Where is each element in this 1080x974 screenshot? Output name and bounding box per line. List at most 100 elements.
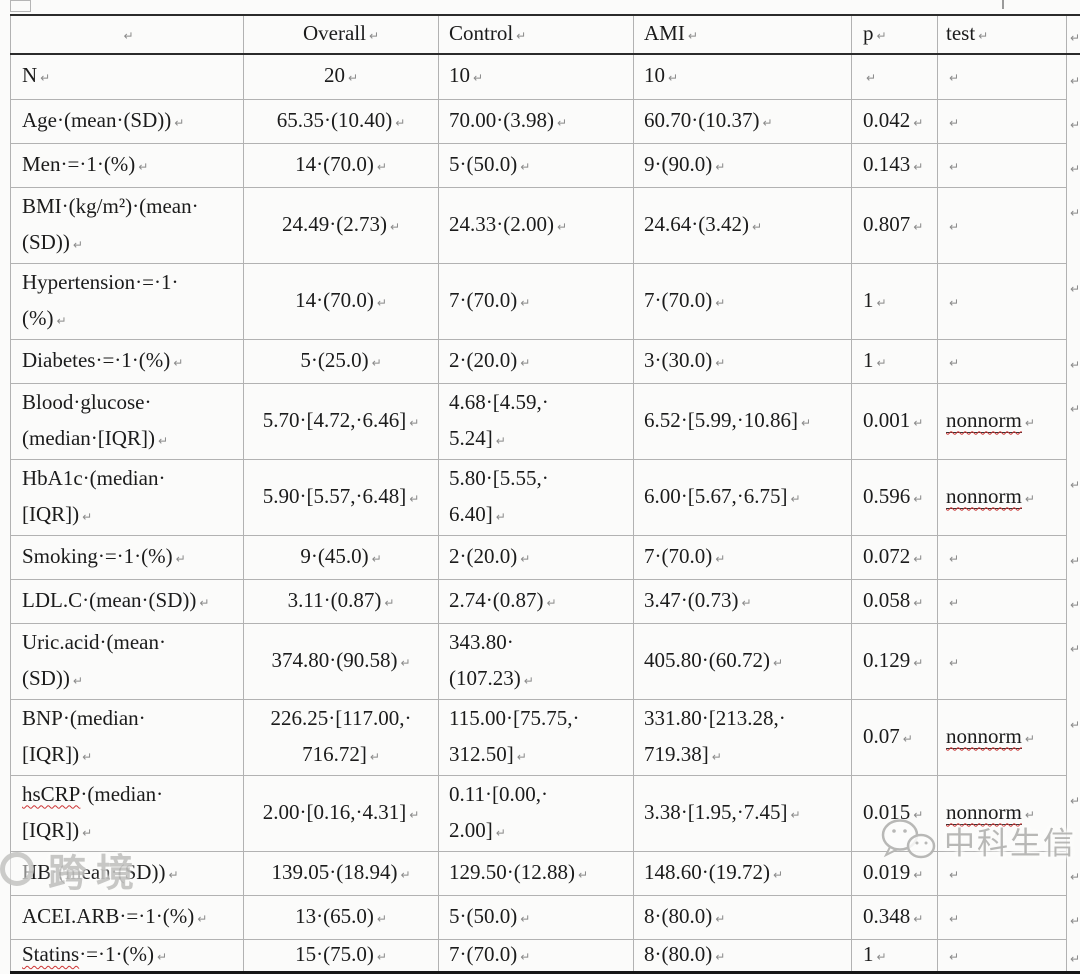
baseline-characteristics-table: ↵ Overall↵ Control↵ AMI↵ p↵ test↵ ↵ N↵ 2…	[10, 14, 1080, 974]
cell-p: 0.042↵	[852, 99, 938, 143]
cell-label: Smoking·=·1·(%)↵	[11, 535, 244, 579]
cell-test: ↵	[938, 579, 1067, 623]
header-test: test↵	[938, 15, 1067, 54]
cell-ami: 331.80·[213.28,· 719.38]↵	[634, 699, 852, 775]
cell-control: 4.68·[4.59,· 5.24]↵	[439, 383, 634, 459]
table-row-smoking: Smoking·=·1·(%)↵ 9·(45.0)↵ 2·(20.0)↵ 7·(…	[11, 535, 1080, 579]
column-marker	[1002, 0, 1004, 9]
cell-ami: 6.00·[5.67,·6.75]↵	[634, 459, 852, 535]
row-end-gutter: ↵	[1067, 263, 1080, 339]
cell-p: 0.807↵	[852, 187, 938, 263]
cell-overall: 14·(70.0)↵	[244, 143, 439, 187]
cell-overall: 24.49·(2.73)↵	[244, 187, 439, 263]
cell-p: 1↵	[852, 263, 938, 339]
cell-test: ↵	[938, 54, 1067, 99]
cell-label: N↵	[11, 54, 244, 99]
table-row-blood-glucose: Blood·glucose· (median·[IQR])↵ 5.70·[4.7…	[11, 383, 1080, 459]
cell-test: nonnorm↵	[938, 775, 1067, 851]
table-row-ldl: LDL.C·(mean·(SD))↵ 3.11·(0.87)↵ 2.74·(0.…	[11, 579, 1080, 623]
cell-p: 0.058↵	[852, 579, 938, 623]
table-row-hba1c: HbA1c·(median· [IQR])↵ 5.90·[5.57,·6.48]…	[11, 459, 1080, 535]
cell-control: 7·(70.0)↵	[439, 263, 634, 339]
cell-test: ↵	[938, 263, 1067, 339]
table-row-hypertension: Hypertension·=·1· (%)↵ 14·(70.0)↵ 7·(70.…	[11, 263, 1080, 339]
row-end-gutter: ↵	[1067, 54, 1080, 99]
cell-test: ↵	[938, 895, 1067, 939]
cell-test: nonnorm↵	[938, 383, 1067, 459]
cell-overall: 2.00·[0.16,·4.31]↵	[244, 775, 439, 851]
cell-p: 0.348↵	[852, 895, 938, 939]
cell-overall: 20↵	[244, 54, 439, 99]
cell-p: 0.001↵	[852, 383, 938, 459]
cell-label: BNP·(median· [IQR])↵	[11, 699, 244, 775]
cell-p: 0.596↵	[852, 459, 938, 535]
cell-ami: 3.38·[1.95,·7.45]↵	[634, 775, 852, 851]
cell-control: 2·(20.0)↵	[439, 535, 634, 579]
cell-p: 0.129↵	[852, 623, 938, 699]
table-row-bnp: BNP·(median· [IQR])↵ 226.25·[117.00,· 71…	[11, 699, 1080, 775]
cell-control: 2.74·(0.87)↵	[439, 579, 634, 623]
header-p: p↵	[852, 15, 938, 54]
table-move-handle	[10, 0, 31, 12]
row-end-gutter: ↵	[1067, 15, 1080, 54]
cell-ami: 7·(70.0)↵	[634, 535, 852, 579]
cell-ami: 8·(80.0)↵	[634, 939, 852, 973]
cell-p: 0.07↵	[852, 699, 938, 775]
cell-overall: 9·(45.0)↵	[244, 535, 439, 579]
cell-control: 24.33·(2.00)↵	[439, 187, 634, 263]
table-row-acei-arb: ACEI.ARB·=·1·(%)↵ 13·(65.0)↵ 5·(50.0)↵ 8…	[11, 895, 1080, 939]
cell-overall: 13·(65.0)↵	[244, 895, 439, 939]
row-end-gutter: ↵	[1067, 895, 1080, 939]
cell-test: ↵	[938, 623, 1067, 699]
header-row: ↵ Overall↵ Control↵ AMI↵ p↵ test↵ ↵	[11, 15, 1080, 54]
header-empty: ↵	[11, 15, 244, 54]
cell-label: hsCRP·(median· [IQR])↵	[11, 775, 244, 851]
cell-control: 115.00·[75.75,· 312.50]↵	[439, 699, 634, 775]
cell-control: 10↵	[439, 54, 634, 99]
table-row-age: Age·(mean·(SD))↵ 65.35·(10.40)↵ 70.00·(3…	[11, 99, 1080, 143]
cell-control: 7·(70.0)↵	[439, 939, 634, 973]
row-end-gutter: ↵	[1067, 99, 1080, 143]
cell-test: nonnorm↵	[938, 459, 1067, 535]
cell-overall: 374.80·(90.58)↵	[244, 623, 439, 699]
cell-test: ↵	[938, 339, 1067, 383]
cell-p: ↵	[852, 54, 938, 99]
row-end-gutter: ↵	[1067, 699, 1080, 775]
cell-label: ACEI.ARB·=·1·(%)↵	[11, 895, 244, 939]
cell-overall: 139.05·(18.94)↵	[244, 851, 439, 895]
cell-control: 343.80· (107.23)↵	[439, 623, 634, 699]
cell-label: Blood·glucose· (median·[IQR])↵	[11, 383, 244, 459]
row-end-gutter: ↵	[1067, 851, 1080, 895]
cell-p: 0.143↵	[852, 143, 938, 187]
row-end-gutter: ↵	[1067, 535, 1080, 579]
cell-overall: 5.90·[5.57,·6.48]↵	[244, 459, 439, 535]
row-end-gutter: ↵	[1067, 939, 1080, 973]
table-row-n: N↵ 20↵ 10↵ 10↵ ↵ ↵ ↵	[11, 54, 1080, 99]
cell-control: 5.80·[5.55,· 6.40]↵	[439, 459, 634, 535]
cell-test: ↵	[938, 187, 1067, 263]
table-container: ↵ Overall↵ Control↵ AMI↵ p↵ test↵ ↵ N↵ 2…	[10, 14, 1080, 974]
cell-test: ↵	[938, 851, 1067, 895]
cell-test: ↵	[938, 99, 1067, 143]
cell-ami: 60.70·(10.37)↵	[634, 99, 852, 143]
row-end-gutter: ↵	[1067, 579, 1080, 623]
cell-label: HB·(mean·(SD))↵	[11, 851, 244, 895]
table-row-uric-acid: Uric.acid·(mean· (SD))↵ 374.80·(90.58)↵ …	[11, 623, 1080, 699]
cell-label: Hypertension·=·1· (%)↵	[11, 263, 244, 339]
cell-ami: 3.47·(0.73)↵	[634, 579, 852, 623]
cell-label: BMI·(kg/m²)·(mean· (SD))↵	[11, 187, 244, 263]
header-control: Control↵	[439, 15, 634, 54]
cell-p: 1↵	[852, 939, 938, 973]
cell-label: LDL.C·(mean·(SD))↵	[11, 579, 244, 623]
cell-label: Statins·=·1·(%)↵	[11, 939, 244, 973]
table-row-hscrp: hsCRP·(median· [IQR])↵ 2.00·[0.16,·4.31]…	[11, 775, 1080, 851]
cell-test: ↵	[938, 939, 1067, 973]
cell-ami: 7·(70.0)↵	[634, 263, 852, 339]
row-end-gutter: ↵	[1067, 339, 1080, 383]
cell-p: 0.019↵	[852, 851, 938, 895]
cell-p: 0.015↵	[852, 775, 938, 851]
cell-control: 70.00·(3.98)↵	[439, 99, 634, 143]
table-row-hb: HB·(mean·(SD))↵ 139.05·(18.94)↵ 129.50·(…	[11, 851, 1080, 895]
table-row-statins: Statins·=·1·(%)↵ 15·(75.0)↵ 7·(70.0)↵ 8·…	[11, 939, 1080, 973]
cell-ami: 8·(80.0)↵	[634, 895, 852, 939]
